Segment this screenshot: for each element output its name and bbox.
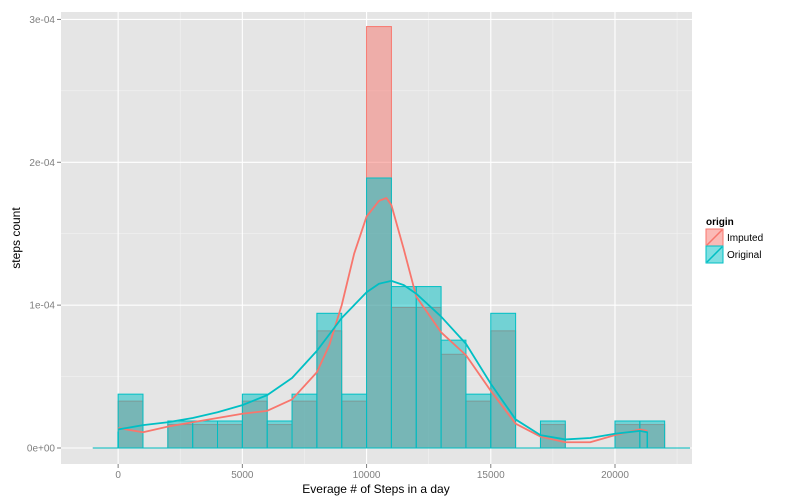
- bar-original: [614, 420, 641, 449]
- density-lines: [117, 197, 649, 448]
- bar-original: [192, 420, 219, 449]
- x-tick-label: 10000: [353, 470, 381, 481]
- legend-title: origin: [706, 217, 734, 228]
- x-tick-label: 0: [115, 470, 121, 481]
- x-axis: 0 5000 10000 15000 20000: [115, 464, 629, 481]
- bar-original: [415, 286, 442, 449]
- legend-key-imputed: Imputed: [705, 228, 763, 247]
- x-tick-label: 5000: [231, 470, 254, 481]
- bar-original: [639, 420, 666, 449]
- bar-original: [217, 420, 243, 449]
- bar-original: [266, 420, 293, 449]
- y-tick-label: 3e-04: [29, 15, 55, 26]
- bar-original: [490, 312, 517, 449]
- density-line-original: [117, 279, 648, 441]
- y-axis-title: steps count: [9, 207, 23, 269]
- x-tick-label: 15000: [477, 470, 505, 481]
- bar-original: [390, 286, 417, 449]
- legend-label-imputed: Imputed: [727, 233, 763, 244]
- bar-original: [366, 177, 392, 449]
- bar-original: [241, 393, 268, 449]
- bar-original: [291, 393, 318, 449]
- density-line-imputed: [117, 197, 648, 444]
- legend-line-original: [706, 246, 723, 263]
- x-axis-title: Everage # of Steps in a day: [302, 482, 449, 496]
- legend-label-original: Original: [727, 250, 761, 261]
- bar-original: [117, 393, 144, 449]
- bar-original: [465, 393, 492, 449]
- y-tick-label: 2e-04: [29, 158, 55, 169]
- y-tick-label: 0e+00: [27, 444, 56, 455]
- legend-line-imputed: [706, 229, 723, 246]
- x-tick-label: 20000: [601, 470, 629, 481]
- bar-original: [440, 339, 467, 449]
- bar-original: [341, 393, 368, 449]
- y-axis: 0e+00 1e-04 2e-04 3e-04: [27, 15, 61, 455]
- legend: origin Imputed Original: [705, 217, 763, 264]
- bar-original: [539, 420, 566, 449]
- legend-key-original: Original: [705, 245, 761, 264]
- y-tick-label: 1e-04: [29, 301, 55, 312]
